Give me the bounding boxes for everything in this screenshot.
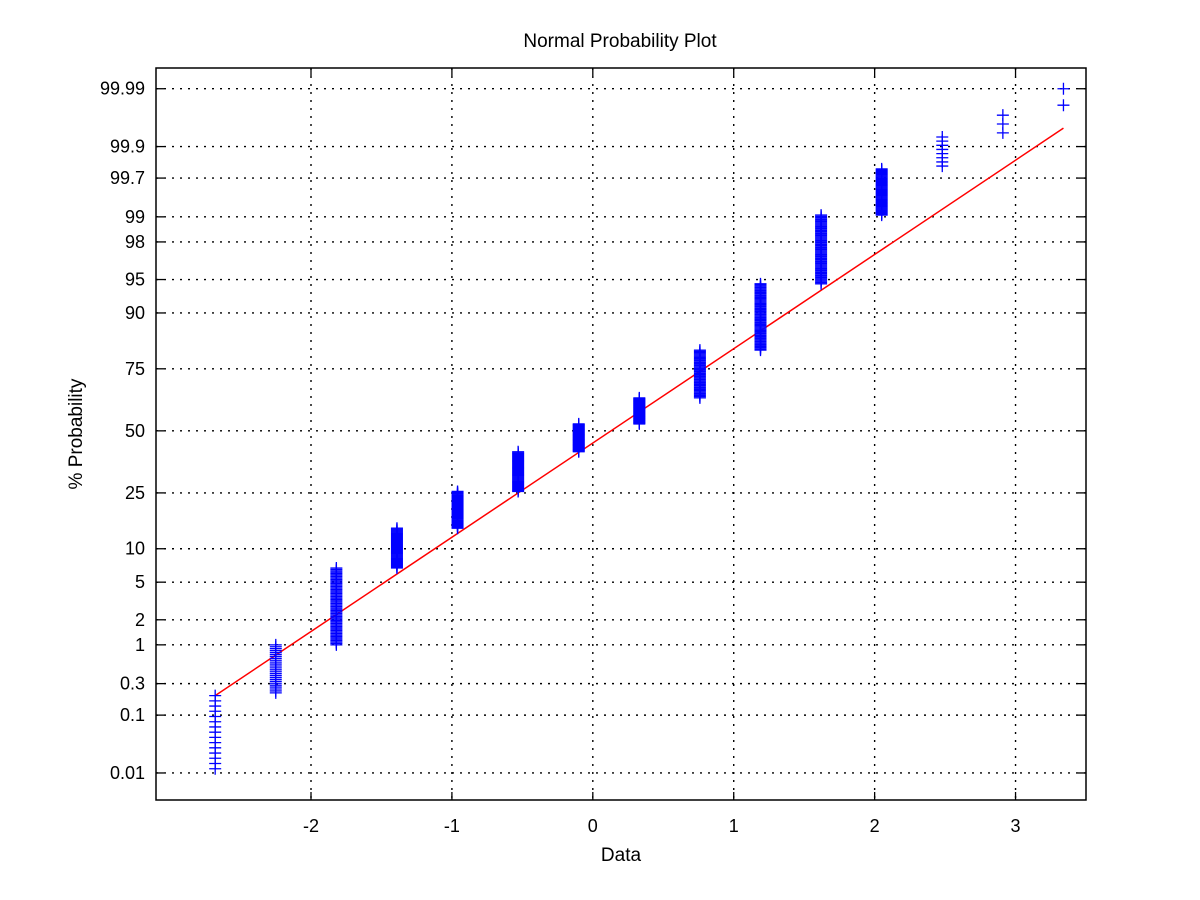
y-tick-label: 0.1 [120, 705, 145, 725]
data-point [875, 162, 888, 175]
data-point-group [754, 277, 767, 357]
data-point [451, 485, 464, 498]
y-tick-label: 95 [125, 270, 145, 290]
data-point [330, 562, 343, 574]
data-point [693, 344, 706, 357]
x-tick-label: 1 [729, 816, 739, 836]
data-point-group [512, 445, 525, 498]
y-tick-label: 0.3 [120, 674, 145, 694]
data-point [269, 638, 282, 651]
y-tick-label: 99.9 [110, 137, 145, 157]
data-point [936, 130, 949, 143]
data-point-group [633, 391, 646, 430]
data-point [572, 417, 585, 430]
y-tick-label: 90 [125, 303, 145, 323]
data-point-group [269, 638, 282, 699]
data-point-group [875, 162, 888, 222]
data-point [209, 689, 222, 702]
x-tick-label: 2 [870, 816, 880, 836]
grid-layer [156, 68, 1086, 800]
data-point-group [451, 485, 464, 535]
y-tick-label: 10 [125, 539, 145, 559]
y-tick-label: 50 [125, 421, 145, 441]
y-tick-label: 99 [125, 207, 145, 227]
x-tick-label: 0 [588, 816, 598, 836]
y-axis-label: % Probability [66, 378, 87, 489]
data-point [815, 209, 828, 222]
chart-title: Normal Probability Plot [523, 31, 717, 52]
x-tick-label: -1 [444, 816, 460, 836]
y-tick-label: 25 [125, 483, 145, 503]
y-tick-label: 98 [125, 232, 145, 252]
data-point-group [330, 562, 343, 651]
x-axis-label: Data [601, 845, 642, 866]
y-tick-label: 5 [135, 572, 145, 592]
x-tick-label: -2 [303, 816, 319, 836]
data-point-group [209, 689, 222, 775]
data-point-group [936, 130, 949, 173]
x-tick-label: 3 [1011, 816, 1021, 836]
data-point-group [693, 344, 706, 404]
data-point-group [815, 209, 828, 290]
data-point [512, 445, 525, 458]
data-point-group [572, 417, 585, 458]
y-tick-label: 0.01 [110, 763, 145, 783]
y-tick-label: 99.7 [110, 168, 145, 188]
data-point [754, 277, 767, 290]
data-point [1057, 99, 1070, 112]
data-point [1057, 82, 1070, 95]
data-point [633, 391, 646, 404]
tick-layer: -2 -1 0 1 2 30.010.10.3125102550759095989999.… [100, 68, 1086, 836]
y-tick-label: 75 [125, 359, 145, 379]
y-tick-label: 1 [135, 635, 145, 655]
data-point-group [390, 522, 403, 574]
plot-frame [155, 67, 1087, 801]
y-tick-label: 99.99 [100, 79, 145, 99]
data-point [996, 109, 1009, 122]
data-point-group [996, 109, 1009, 139]
y-tick-label: 2 [135, 610, 145, 630]
data-marker-layer [209, 82, 1070, 775]
data-point [390, 522, 403, 535]
data-point-group [1057, 82, 1070, 112]
